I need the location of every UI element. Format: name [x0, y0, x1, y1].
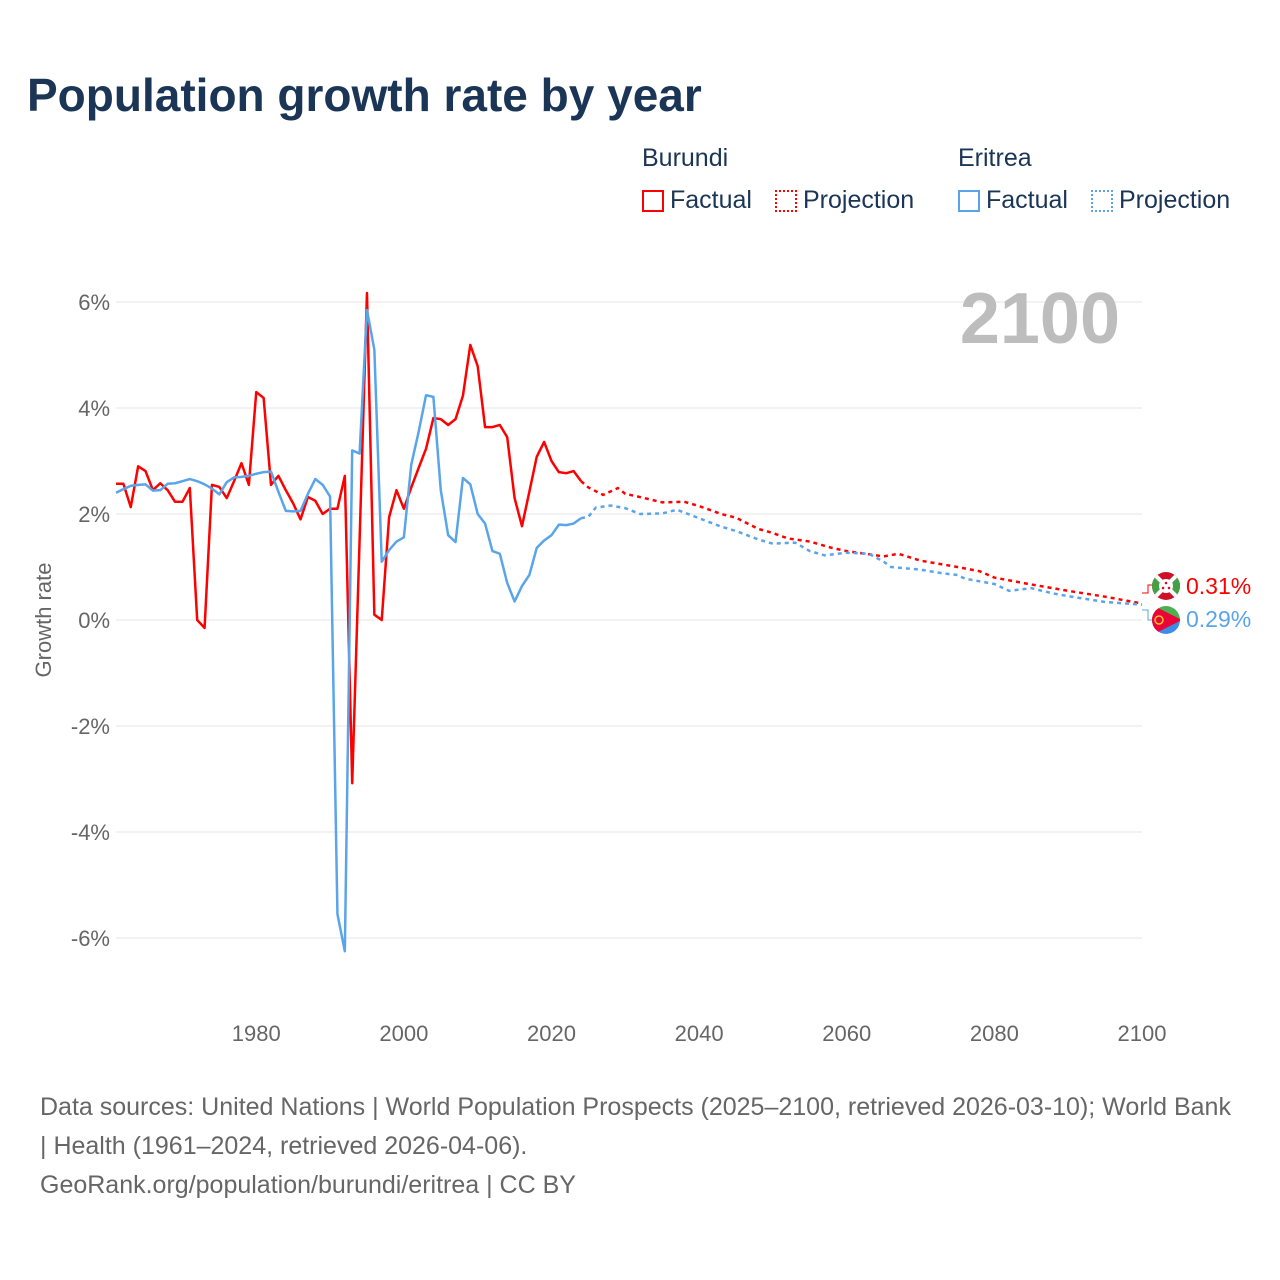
legend-label: Factual [986, 186, 1068, 214]
end-value-burundi: 0.31% [1186, 573, 1251, 599]
series-line-eritrea-projection [580, 504, 1143, 606]
x-tick-label: 2020 [527, 1021, 576, 1046]
x-tick-label: 1980 [232, 1021, 281, 1046]
y-tick-label: -6% [71, 926, 110, 951]
y-axis-label: Growth rate [31, 563, 56, 678]
legend-label: Projection [1119, 186, 1231, 214]
legend-burundi-factual[interactable]: Factual [642, 186, 752, 215]
x-tick-label: 2080 [970, 1021, 1019, 1046]
legend-group-eritrea: Eritrea [958, 144, 1032, 172]
end-value-eritrea: 0.29% [1186, 606, 1251, 632]
legend-eritrea-projection[interactable]: Projection [1091, 186, 1230, 215]
legend-group-burundi: Burundi [642, 144, 729, 172]
legend-label: Factual [670, 186, 752, 214]
y-tick-label: 6% [78, 290, 110, 315]
series-line-eritrea-factual [115, 308, 582, 953]
eritrea-flag-icon [1152, 606, 1180, 634]
data-sources: Data sources: United Nations | World Pop… [40, 1093, 1231, 1160]
y-tick-label: 2% [78, 502, 110, 527]
x-tick-label: 2100 [1118, 1021, 1167, 1046]
chart-title: Population growth rate by year [27, 69, 702, 121]
footer: Data sources: United Nations | World Pop… [40, 1088, 1240, 1205]
y-tick-label: -4% [71, 820, 110, 845]
y-tick-label: 0% [78, 608, 110, 633]
x-tick-label: 2040 [675, 1021, 724, 1046]
legend-swatch-solid [642, 189, 664, 212]
end-connector-burundi [1142, 584, 1152, 594]
legend-swatch-solid [958, 189, 980, 212]
legend-swatch-dotted [775, 189, 797, 212]
x-tick-label: 2060 [822, 1021, 871, 1046]
legend-swatch-dotted [1091, 189, 1113, 212]
legend-eritrea-factual[interactable]: Factual [958, 186, 1068, 215]
x-tick-label: 2000 [379, 1021, 428, 1046]
series-line-burundi-projection [580, 480, 1143, 605]
current-year-display: 2100 [960, 279, 1120, 359]
credit-link[interactable]: GeoRank.org/population/burundi/eritrea |… [40, 1171, 576, 1199]
y-tick-label: -2% [71, 714, 110, 739]
legend-burundi-projection[interactable]: Projection [775, 186, 914, 215]
y-tick-label: 4% [78, 396, 110, 421]
end-connector-eritrea [1142, 609, 1152, 621]
legend-label: Projection [803, 186, 915, 214]
burundi-flag-icon [1152, 572, 1180, 600]
